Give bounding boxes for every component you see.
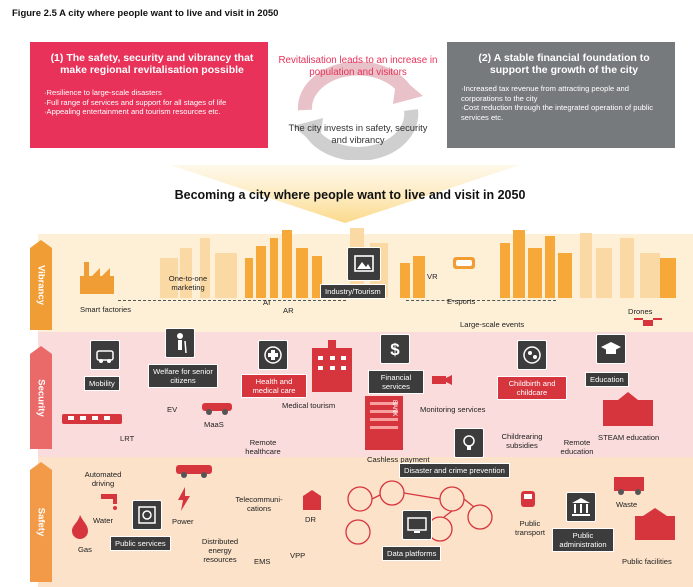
financial-tag: Financial services (368, 370, 424, 394)
garbage-truck-icon (614, 477, 644, 495)
figure-title: Figure 2.5 A city where people want to l… (12, 8, 279, 19)
tram-icon (62, 414, 122, 424)
bank-label: BANK (391, 400, 397, 417)
data-network-diagram (345, 480, 493, 545)
safety-label: Safety (30, 462, 52, 582)
security-label-text: Security (35, 378, 47, 417)
train-icon (521, 491, 535, 507)
down-arrow-shape (170, 165, 520, 223)
monitor-icon (402, 510, 432, 540)
svg-text:$: $ (390, 340, 400, 359)
public-facility-icon (635, 508, 675, 540)
disaster-tag: Disaster and crime prevention (399, 463, 510, 478)
public-admin-tag: Public administration (552, 528, 614, 552)
connector-line (406, 300, 556, 301)
goal-box-left-title: (1) The safety, security and vibrancy th… (50, 52, 254, 76)
distributed-label: Distributed energy resources (201, 537, 239, 564)
bank-building-icon (365, 396, 403, 450)
list-item: ·Increased tax revenue from attracting p… (461, 84, 630, 103)
health-tag: Health and medical care (241, 374, 307, 398)
monitoring-label: Monitoring services (420, 405, 486, 414)
mobility-tag: Mobility (84, 376, 120, 391)
meter-icon (132, 500, 162, 530)
goal-box-right: (2) A stable financial foundation to sup… (447, 42, 675, 148)
lightning-icon (178, 487, 190, 511)
bulb-icon (454, 428, 484, 458)
remote-healthcare-label: Remote healthcare (245, 438, 281, 456)
graduation-cap-icon (596, 334, 626, 364)
goal-box-right-title: (2) A stable financial foundation to sup… (478, 52, 650, 76)
list-item: ·Cost reduction through the integrated o… (461, 103, 654, 122)
goal-box-left: (1) The safety, security and vibrancy th… (30, 42, 268, 148)
large-scale-label: Large-scale events (460, 320, 525, 329)
baby-icon (517, 340, 547, 370)
vpp-label: VPP (290, 551, 306, 560)
safety-label-text: Safety (35, 507, 47, 537)
vibrancy-label-text: Vibrancy (35, 265, 47, 305)
government-building-icon (566, 492, 596, 522)
maas-label: MaaS (204, 420, 224, 429)
cycle-bottom-text: The city invests in safety, security and… (288, 122, 428, 145)
industry-tourism-tag: Industry/Tourism (320, 284, 386, 299)
public-facilities-label: Public facilities (622, 557, 672, 566)
school-building-icon (603, 392, 653, 426)
ai-label: AI (263, 298, 271, 307)
public-transport-label: Public transport (515, 519, 545, 537)
connector-line (118, 300, 346, 301)
medical-cross-icon (258, 340, 288, 370)
ems-label: EMS (254, 557, 271, 566)
camera-icon (432, 375, 452, 385)
drones-label: Drones (628, 307, 653, 316)
senior-icon (165, 328, 195, 358)
list-item: ·Appealing entertainment and tourism res… (44, 107, 221, 116)
gas-flame-icon (72, 515, 88, 539)
drone-icon (634, 318, 662, 326)
vr-headset-icon (453, 257, 475, 269)
remote-education-label: Remote education (560, 438, 594, 456)
waste-label: Waste (616, 500, 638, 509)
ev-label: EV (167, 405, 178, 414)
ar-label: AR (283, 306, 294, 315)
goal-box-left-list: ·Resilience to large-scale disasters ·Fu… (44, 88, 258, 117)
smart-factories-label: Smart factories (80, 305, 132, 314)
cycle-arrows-icon (293, 61, 423, 160)
car-phone-icon (90, 340, 120, 370)
car-icon (202, 403, 232, 415)
main-heading: Becoming a city where people want to liv… (174, 188, 526, 202)
one-to-one-label: One-to-one marketing (168, 274, 208, 292)
faucet-icon (101, 494, 117, 510)
autonomous-car-icon (176, 465, 212, 478)
gas-label: Gas (78, 545, 92, 554)
dr-label: DR (305, 515, 316, 524)
esports-label: E-sports (447, 297, 476, 306)
telecom-label: Telecommuni-cations (235, 495, 283, 513)
power-label: Power (172, 517, 194, 526)
lrt-label: LRT (120, 434, 135, 443)
list-item: ·Full range of services and support for … (44, 97, 227, 107)
water-label: Water (93, 516, 113, 525)
dr-building-icon (303, 490, 321, 510)
childbirth-tag: Childbirth and childcare (497, 376, 567, 400)
factory-icon (80, 262, 114, 294)
public-services-tag: Public services (110, 536, 171, 551)
hospital-icon (312, 340, 352, 392)
dollar-icon: $ (380, 334, 410, 364)
education-tag: Education (585, 372, 629, 387)
automated-driving-label: Automated driving (84, 470, 122, 488)
data-platforms-tag: Data platforms (382, 546, 442, 561)
cycle-top-text: Revitalisation leads to an increase in p… (278, 55, 438, 78)
photo-icon (347, 247, 381, 281)
steam-label: STEAM education (598, 433, 660, 442)
security-label: Security (30, 346, 52, 449)
list-item: ·Resilience to large-scale disasters (44, 88, 162, 97)
medical-tourism-label: Medical tourism (282, 401, 336, 410)
welfare-tag: Welfare for senior citizens (148, 364, 218, 388)
vr-label: VR (427, 272, 438, 281)
childrearing-label: Childrearing subsidies (501, 432, 543, 450)
goal-box-right-list: ·Increased tax revenue from attracting p… (461, 84, 665, 122)
cashless-label: Cashless payment (367, 455, 430, 464)
vibrancy-label: Vibrancy (30, 240, 52, 330)
